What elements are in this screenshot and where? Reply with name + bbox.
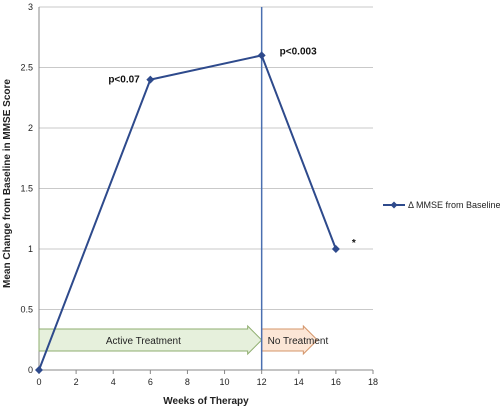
x-tick-label: 18 — [368, 377, 378, 387]
phase-arrow — [38, 324, 263, 356]
data-point — [35, 366, 43, 374]
phase-arrows: Active Treatment No Treatment — [38, 324, 329, 356]
annotation: p<0.003 — [280, 46, 317, 57]
y-tick-label: 0 — [28, 365, 33, 375]
y-tick-label: 0.5 — [20, 305, 33, 315]
phase-arrow — [261, 324, 319, 356]
legend-label: Δ MMSE from Baseline — [408, 200, 500, 210]
y-axis-title: Mean Change from Baseline in MMSE Score — [2, 79, 13, 288]
phase-label: Active Treatment — [106, 336, 181, 347]
x-tick-label: 8 — [185, 377, 190, 387]
x-tick-label: 12 — [257, 377, 267, 387]
x-tick-label: 14 — [294, 377, 304, 387]
legend: Δ MMSE from Baseline — [383, 200, 500, 210]
series — [35, 51, 340, 374]
annotation: p<0.07 — [108, 75, 140, 86]
y-tick-label: 2.5 — [20, 63, 33, 73]
axes: 0 0.5 1 1.5 2 2.5 3 0 2 4 6 8 10 12 14 16 18 — [20, 2, 378, 387]
data-point — [331, 245, 340, 253]
phase-label: No Treatment — [268, 336, 329, 347]
grid — [39, 6, 373, 310]
x-tick-label: 0 — [36, 377, 41, 387]
x-tick-label: 4 — [111, 377, 116, 387]
y-tick-label: 3 — [28, 2, 33, 12]
x-axis-title: Weeks of Therapy — [163, 396, 249, 407]
y-tick-label: 2 — [28, 123, 33, 133]
annotations: p<0.07 p<0.003 * — [108, 46, 356, 249]
series-line — [38, 54, 337, 371]
y-tick-label: 1 — [28, 244, 33, 254]
x-tick-label: 2 — [74, 377, 79, 387]
data-point — [146, 75, 155, 84]
data-point — [257, 51, 266, 60]
legend-marker — [390, 201, 398, 209]
x-tick-label: 16 — [331, 377, 341, 387]
x-tick-label: 6 — [148, 377, 153, 387]
annotation: * — [352, 238, 356, 249]
x-tick-label: 10 — [220, 377, 230, 387]
y-tick-label: 1.5 — [20, 184, 33, 194]
